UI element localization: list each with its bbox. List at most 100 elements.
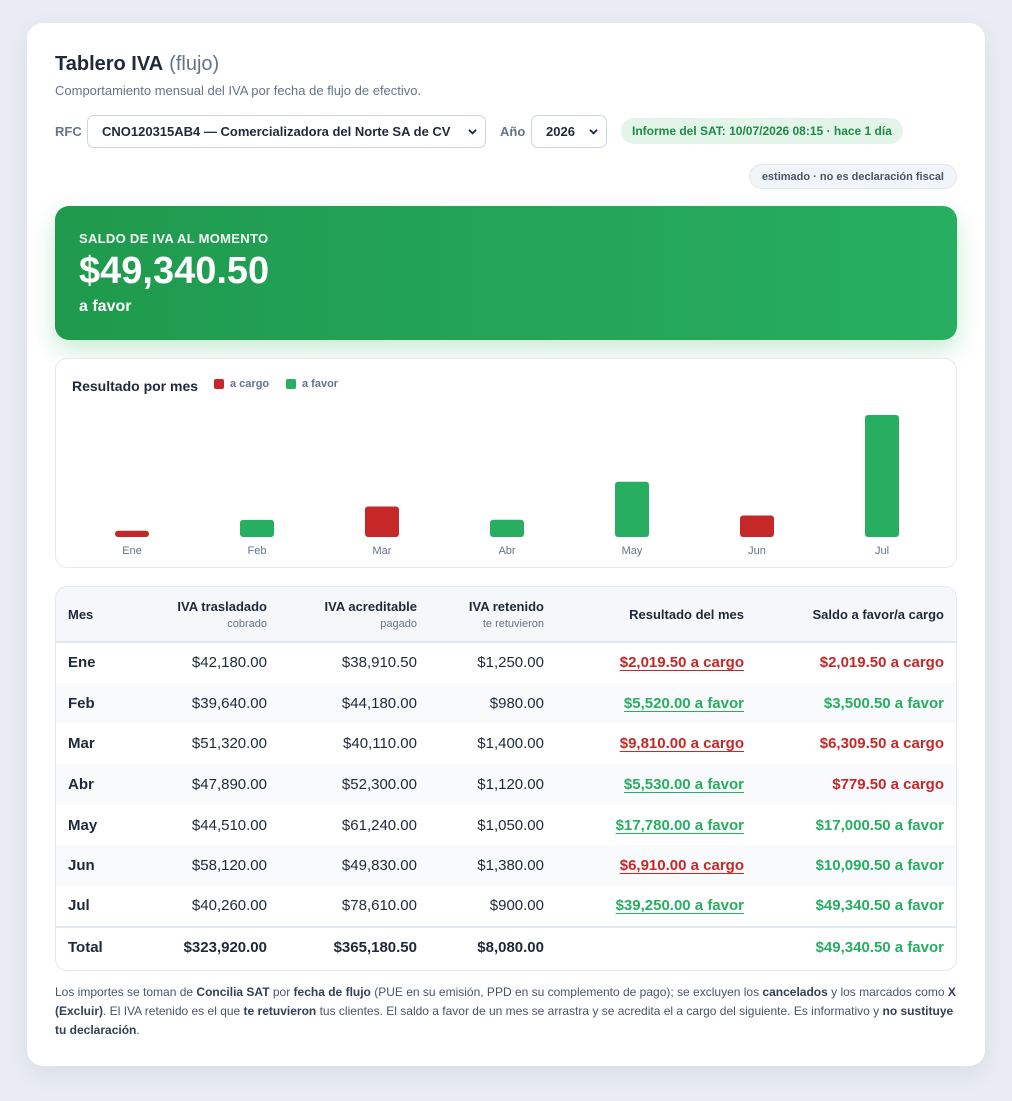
cell-mes: Feb <box>68 694 95 712</box>
col-acreditable-sub: pagado <box>380 617 417 630</box>
result-link[interactable]: $6,910.00 a cargo <box>619 857 744 875</box>
footnote-text: Los importes se toman de <box>55 985 197 999</box>
bar-feb <box>240 519 274 537</box>
footnote-bold: X (Excluir) <box>55 985 956 1018</box>
bar-mar <box>365 506 399 537</box>
balance-amount: $49,340.50 <box>79 250 270 292</box>
bar-ene <box>115 530 149 537</box>
total-trasladado: $323,920.00 <box>183 938 267 956</box>
estimate-badge: estimado · no es declaración fiscal <box>748 164 957 189</box>
total-retenido: $8,080.00 <box>477 938 544 956</box>
cell-saldo: $3,500.50 a favor <box>823 694 944 712</box>
cell-retenido: $1,250.00 <box>477 654 544 672</box>
bar-chart-plot: Ene Feb Mar Abr May Jun Jul <box>115 415 899 557</box>
result-link[interactable]: $5,520.00 a favor <box>623 694 744 712</box>
rfc-label: RFC <box>55 124 82 139</box>
footnote-text: y los marcados como <box>827 985 948 999</box>
total-resultado <box>556 927 756 967</box>
title-main: Tablero IVA <box>55 53 164 75</box>
rfc-select[interactable]: CNO120315AB4 — Comercializadora del Nort… <box>87 115 486 148</box>
x-tick-label: May <box>622 545 643 557</box>
cell-retenido: $1,120.00 <box>477 775 544 793</box>
cell-mes: Jun <box>68 857 95 875</box>
x-tick-label: Mar <box>373 545 392 557</box>
legend-favor-label: a favor <box>302 378 339 390</box>
cell-retenido: $980.00 <box>489 694 544 712</box>
cell-retenido: $1,050.00 <box>477 816 544 834</box>
col-acreditable: IVA acreditable pagado <box>279 587 429 642</box>
table-row: Mar $51,320.00 $40,110.00 $1,400.00 $9,810.0… <box>56 723 956 764</box>
cell-trasladado: $40,260.00 <box>191 897 267 915</box>
cell-acreditable: $49,830.00 <box>341 857 417 875</box>
table-total-row: Total $323,920.00 $365,180.50 $8,080.00 … <box>56 926 956 967</box>
balance-state: a favor <box>79 298 132 315</box>
result-link[interactable]: $39,250.00 a favor <box>615 897 744 915</box>
total-label: Total <box>68 938 103 956</box>
cell-trasladado: $58,120.00 <box>191 857 267 875</box>
cell-acreditable: $44,180.00 <box>341 694 417 712</box>
legend-favor: a favor <box>286 378 338 390</box>
bar-jul <box>865 415 899 537</box>
cell-mes: Mar <box>68 735 95 753</box>
cell-trasladado: $44,510.00 <box>191 816 267 834</box>
cell-saldo: $6,309.50 a cargo <box>819 735 944 753</box>
col-trasladado-label: IVA trasladado <box>177 598 267 614</box>
cell-acreditable: $78,610.00 <box>341 897 417 915</box>
table-row: Ene $42,180.00 $38,910.50 $1,250.00 $2,019.5… <box>56 642 956 683</box>
cell-mes: Ene <box>68 654 96 672</box>
footnote-bold: cancelados <box>762 985 828 999</box>
table-body: Ene $42,180.00 $38,910.50 $1,250.00 $2,019.5… <box>56 642 956 927</box>
footnote-text: por <box>269 985 294 999</box>
col-saldo: Saldo a favor/a cargo <box>812 606 945 622</box>
table-row: Jul $40,260.00 $78,610.00 $900.00 $39,250.00… <box>56 886 956 927</box>
iva-table: Mes IVA trasladado cobrado IVA acreditabl… <box>56 587 956 967</box>
footnote-bold: fecha de flujo <box>293 985 371 999</box>
result-link[interactable]: $5,530.00 a favor <box>623 775 744 793</box>
title-suffix: (flujo) <box>169 53 220 75</box>
cell-acreditable: $61,240.00 <box>341 816 417 834</box>
cell-saldo: $49,340.50 a favor <box>815 897 944 915</box>
bar-abr <box>490 519 524 537</box>
x-tick-label: Feb <box>248 545 267 557</box>
balance-hero: SALDO DE IVA AL MOMENTO $49,340.50 a fav… <box>55 206 957 340</box>
rfc-select-value: CNO120315AB4 — Comercializadora del Nort… <box>102 124 451 139</box>
iva-dashboard-card: Tablero IVA (flujo) Comportamiento mensua… <box>27 23 985 1066</box>
col-trasladado: IVA trasladado cobrado <box>144 587 279 642</box>
footnote-bold: no sustituye tu declaración <box>55 1004 954 1037</box>
cell-mes: May <box>68 816 98 834</box>
footnote-text: . El IVA retenido es el que <box>103 1004 244 1018</box>
col-mes: Mes <box>68 606 94 622</box>
year-select[interactable]: 2026 <box>531 115 607 148</box>
total-saldo: $49,340.50 a favor <box>815 938 944 956</box>
footnote-bold: Concilia SAT <box>196 985 270 999</box>
footnote-text: tus clientes. El saldo a favor de un mes… <box>316 1004 883 1018</box>
cell-mes: Jul <box>68 897 90 915</box>
x-tick-label: Abr <box>498 545 515 557</box>
col-retenido-label: IVA retenido <box>468 598 544 614</box>
cell-retenido: $900.00 <box>489 897 544 915</box>
cell-trasladado: $39,640.00 <box>191 694 267 712</box>
iva-table-card: Mes IVA trasladado cobrado IVA acreditabl… <box>55 586 957 971</box>
cell-retenido: $1,400.00 <box>477 735 544 753</box>
cell-trasladado: $47,890.00 <box>191 775 267 793</box>
cell-acreditable: $40,110.00 <box>343 735 417 753</box>
bar-jun <box>740 515 774 537</box>
cell-saldo: $17,000.50 a favor <box>815 816 944 834</box>
year-label: Año <box>500 124 526 139</box>
result-link[interactable]: $17,780.00 a favor <box>615 816 744 834</box>
table-row: Jun $58,120.00 $49,830.00 $1,380.00 $6,910.0… <box>56 845 956 887</box>
result-link[interactable]: $9,810.00 a cargo <box>619 735 744 753</box>
bar-may <box>615 481 649 537</box>
year-select-value: 2026 <box>546 124 575 139</box>
cell-saldo: $779.50 a cargo <box>832 775 944 793</box>
legend-cargo-label: a cargo <box>230 378 270 390</box>
legend-favor-swatch <box>286 379 296 389</box>
footnote: Los importes se toman de Concilia SAT po… <box>55 983 960 1040</box>
page-subtitle: Comportamiento mensual del IVA por fecha… <box>55 83 422 98</box>
cell-saldo: $2,019.50 a cargo <box>819 654 944 672</box>
result-link[interactable]: $2,019.50 a cargo <box>619 654 744 672</box>
footnote-bold: te retuvieron <box>243 1004 317 1018</box>
footnote-text: (PUE en su emisión, PPD en su complement… <box>370 985 763 999</box>
chart-title: Resultado por mes <box>72 378 199 394</box>
x-tick-label: Jul <box>875 545 889 557</box>
